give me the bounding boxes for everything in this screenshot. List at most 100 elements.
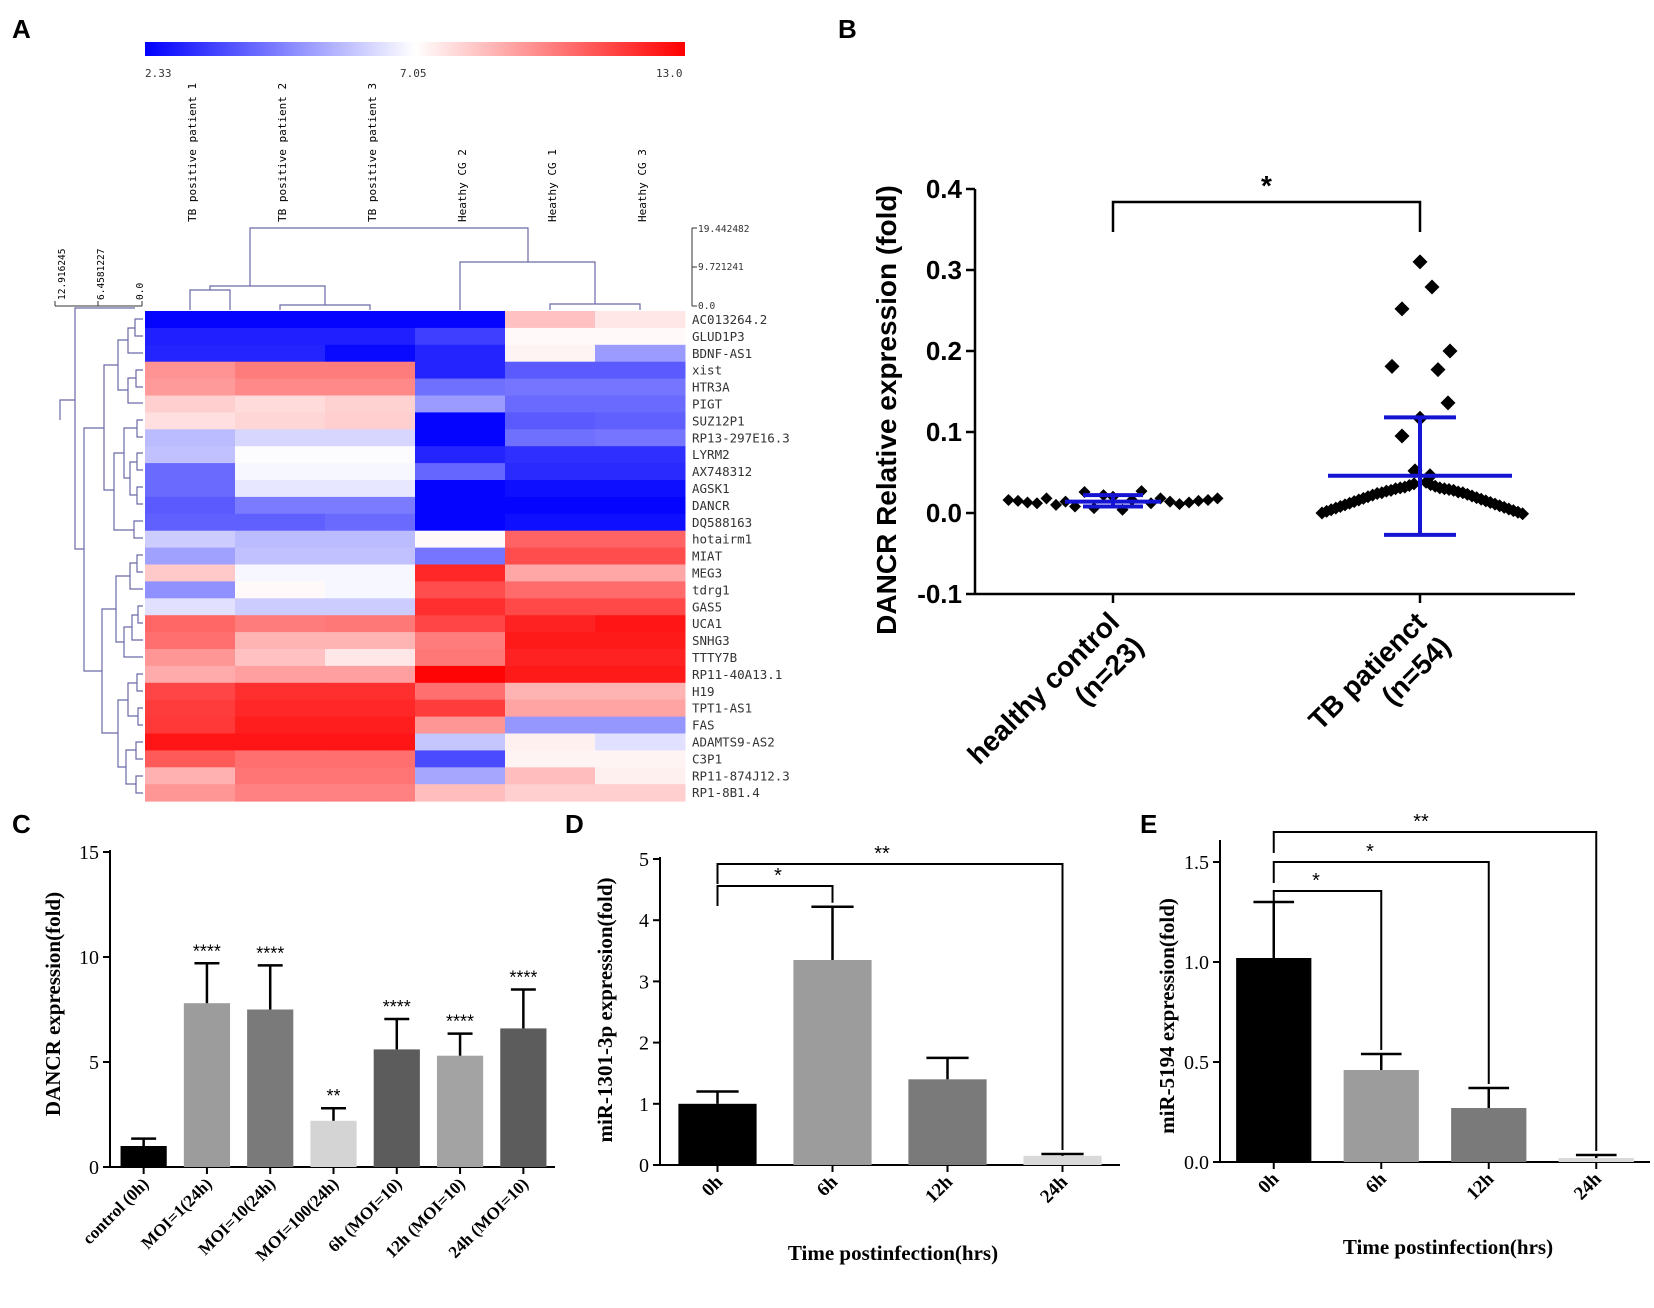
heatmap-cell	[415, 750, 506, 768]
heatmap-cell	[505, 513, 596, 532]
heatmap-cell	[415, 598, 506, 616]
heatmap-row-label: SUZ12P1	[692, 413, 745, 428]
column-label: TB positive patient 2	[276, 83, 289, 222]
heatmap-cell	[505, 784, 596, 802]
heatmap-cell	[595, 513, 686, 532]
heatmap-cell	[415, 463, 506, 481]
scatter-point	[1412, 254, 1428, 270]
heatmap-cell	[325, 344, 416, 363]
heatmap-cell	[415, 496, 506, 515]
heatmap-cell	[505, 699, 596, 718]
heatmap-cell	[595, 733, 686, 751]
heatmap-cell	[235, 496, 326, 515]
bar-significance-label: *	[1312, 870, 1320, 892]
row-dendro-tick: 6.4581227	[96, 249, 107, 300]
heatmap-cell	[505, 733, 596, 751]
column-label: Heathy CG 2	[456, 149, 469, 222]
heatmap-cell	[505, 395, 596, 413]
heatmap-cell	[235, 513, 326, 532]
heatmap-cell	[325, 395, 416, 413]
heatmap-cell	[145, 480, 236, 498]
heatmap-cell	[235, 716, 326, 734]
heatmap-cell	[505, 480, 596, 498]
bar	[436, 1055, 484, 1167]
heatmap-row-label: hotairm1	[692, 532, 752, 547]
scatter-y-label: DANCR Relative expression (fold)	[871, 185, 902, 635]
scatter-point	[1516, 507, 1530, 521]
bar-x-tick-label: 6h	[1362, 1168, 1391, 1197]
scatter-point	[1164, 495, 1176, 508]
e-y-label: miR-5194 expression(fold)	[1155, 898, 1179, 1134]
heatmap-row-label: PIGT	[692, 397, 723, 412]
heatmap-cell	[595, 547, 686, 565]
column-dendro-scale	[691, 227, 697, 307]
heatmap-cell	[145, 581, 236, 599]
heatmap-cell	[505, 615, 596, 633]
panel-letter-a: A	[12, 14, 31, 44]
heatmap-cell	[325, 480, 416, 498]
bar-y-tick-label: 1.5	[1184, 852, 1209, 874]
bar	[500, 1028, 547, 1167]
heatmap-cell	[235, 463, 326, 481]
heatmap-cell	[235, 665, 326, 684]
heatmap-cell	[325, 784, 416, 802]
d-y-label: miR-1301-3p expression(fold)	[593, 877, 617, 1142]
heatmap-cell	[595, 395, 686, 413]
heatmap-cell	[145, 682, 236, 701]
heatmap-row-label: xist	[692, 363, 722, 378]
bar-y-tick-label: 15	[79, 842, 99, 864]
heatmap-cell	[235, 767, 326, 785]
bar-significance-label: ****	[193, 941, 221, 961]
row-dendrogram	[59, 307, 143, 794]
heatmap-cell	[415, 395, 506, 413]
heatmap-cell	[415, 361, 506, 380]
heatmap-cell	[145, 615, 236, 633]
bar-significance-bracket	[716, 863, 1064, 1150]
heatmap-cell	[235, 733, 326, 751]
heatmap-row-label: TPT1-AS1	[692, 701, 752, 716]
heatmap-cell	[415, 446, 506, 464]
heatmap-cell	[595, 649, 686, 667]
heatmap-cell	[325, 665, 416, 684]
heatmap-cell	[235, 361, 326, 380]
heatmap-row-label: DANCR	[692, 498, 730, 513]
colorbar-mid-label: 7.05	[400, 67, 427, 80]
heatmap-row-label: SNHG3	[692, 633, 730, 648]
scatter-point	[1031, 497, 1043, 510]
heatmap-row-label: FAS	[692, 718, 715, 733]
heatmap-cell	[145, 632, 236, 650]
heatmap-cell	[325, 327, 416, 346]
heatmap-cell	[505, 361, 596, 380]
bar-y-tick-label: 4	[639, 910, 649, 932]
heatmap-cell	[235, 378, 326, 396]
heatmap-cell	[145, 649, 236, 667]
heatmap-cell	[235, 649, 326, 667]
heatmap-cell	[325, 311, 416, 329]
heatmap-cell	[415, 547, 506, 565]
heatmap-cell	[415, 564, 506, 582]
heatmap-cell	[595, 699, 686, 718]
heatmap-cell	[145, 547, 236, 565]
heatmap-cell	[415, 412, 506, 430]
heatmap-cell	[325, 513, 416, 532]
bar-y-tick-label: 3	[639, 971, 649, 993]
heatmap-row-label: GAS5	[692, 599, 722, 614]
heatmap-cell	[145, 665, 236, 684]
heatmap-cell	[235, 615, 326, 633]
c-y-label: DANCR expression(fold)	[41, 892, 65, 1116]
heatmap-cell	[235, 429, 326, 447]
heatmap-cell	[505, 327, 596, 346]
heatmap-cell	[145, 513, 236, 532]
bar	[1236, 958, 1312, 1162]
scatter-point	[1202, 494, 1214, 507]
bar-significance-label: ****	[256, 943, 284, 963]
scatter-point	[1440, 395, 1456, 411]
bar	[1451, 1108, 1527, 1162]
heatmap-cell	[415, 699, 506, 718]
scatter-point	[1012, 494, 1024, 507]
scatter-point	[1040, 492, 1053, 505]
bar-y-tick-label: 1.0	[1184, 952, 1209, 974]
heatmap-cell	[595, 767, 686, 785]
row-dendro-scale	[54, 301, 143, 307]
heatmap-cell	[505, 682, 596, 701]
